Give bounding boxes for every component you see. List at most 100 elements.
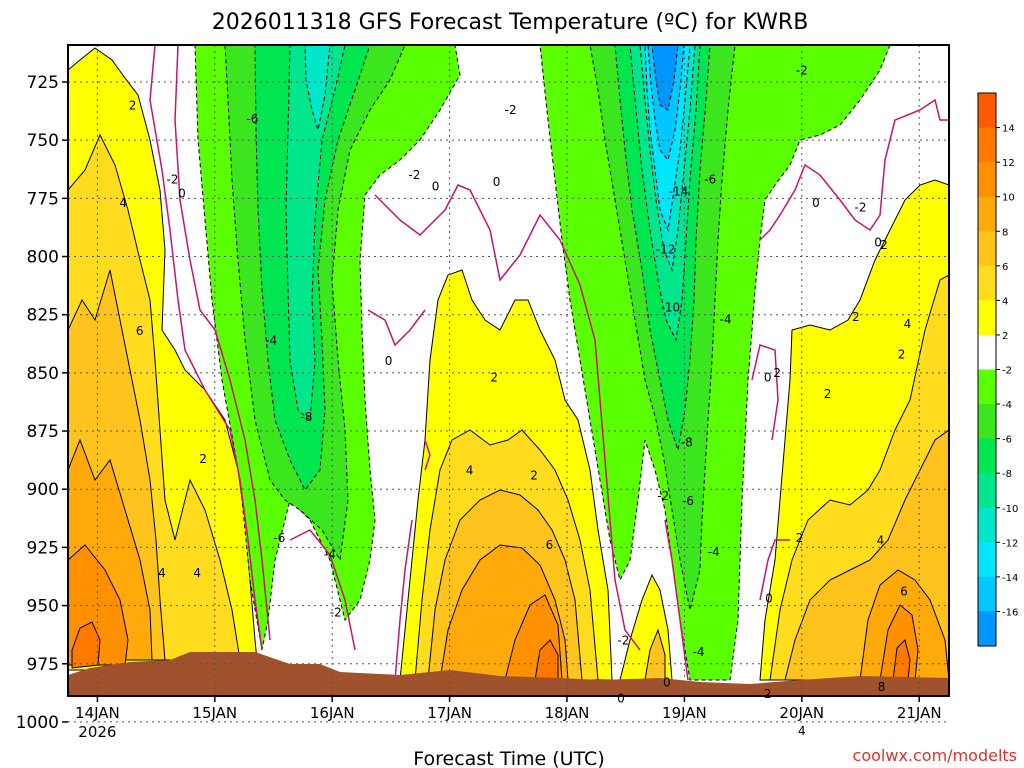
contour-label-32: -6 bbox=[682, 494, 694, 508]
chart-title: 2026011318 GFS Forecast Temperature (ºC)… bbox=[212, 10, 809, 35]
contour-label-3: -2 bbox=[167, 173, 179, 187]
cold-lobe-teal bbox=[285, 45, 346, 421]
colorbar-tick-label-14: -16 bbox=[1002, 607, 1018, 618]
x-tick-label-21: 21JAN bbox=[897, 704, 942, 722]
contour-label-52: 8 bbox=[878, 680, 886, 694]
contour-label-23: -2 bbox=[617, 633, 629, 647]
plot-frame bbox=[67, 44, 950, 697]
colorbar-swatch-9 bbox=[978, 404, 996, 440]
contour-label-21: 2 bbox=[530, 468, 538, 482]
contour-label-12: -4 bbox=[324, 547, 336, 561]
contour-label-31: -2 bbox=[657, 489, 669, 503]
x-tick-label-15: 15JAN bbox=[192, 704, 237, 722]
contour-label-49: 6 bbox=[900, 585, 908, 599]
contour-label-47: 2 bbox=[796, 531, 804, 545]
contour-label-1: 4 bbox=[119, 196, 127, 210]
contour-label-8: -6 bbox=[246, 112, 258, 126]
contour-label-5: 2 bbox=[199, 452, 207, 466]
gridlines bbox=[68, 45, 949, 723]
colorbar-swatch-3 bbox=[978, 196, 996, 232]
colorbar: 14 12 10 8 6 4 2 -2 -4 -6 -8 -10 -12 -14 -16 bbox=[977, 92, 1018, 647]
contour-label-24: 0 bbox=[617, 692, 625, 706]
colorbar-tick-label-13: -14 bbox=[1002, 573, 1018, 584]
contour-label-16: 0 bbox=[493, 175, 501, 189]
contour-label-44: 0 bbox=[764, 371, 772, 385]
contour-label-42: 4 bbox=[904, 317, 912, 331]
y-tick-label-775: 775 bbox=[27, 189, 59, 209]
contour-label-15: 0 bbox=[432, 180, 440, 194]
contour-label-0: 2 bbox=[129, 98, 137, 112]
contour-label-6: 4 bbox=[158, 566, 166, 580]
contour-label-10: -8 bbox=[300, 410, 312, 424]
x-tick-label-16: 16JAN bbox=[310, 704, 355, 722]
colorbar-tick-label-0: 14 bbox=[1002, 124, 1015, 135]
contour-label-53: 4 bbox=[798, 724, 806, 738]
contour-label-11: -6 bbox=[273, 531, 285, 545]
contour-label-34: 0 bbox=[663, 675, 671, 689]
contour-label-28: -6 bbox=[704, 173, 716, 187]
contour-label-45: 2 bbox=[773, 366, 781, 380]
colorbar-tick-label-5: 4 bbox=[1002, 296, 1008, 307]
contour-label-30: -8 bbox=[681, 436, 693, 450]
colorbar-tick-label-11: -10 bbox=[1002, 504, 1018, 515]
colorbar-swatch-6 bbox=[978, 300, 996, 336]
colorbar-tick-label-10: -8 bbox=[1002, 469, 1012, 480]
x-tick-label-20: 20JAN bbox=[779, 704, 824, 722]
contour-field bbox=[68, 45, 949, 696]
contour-label-26: -12 bbox=[656, 243, 676, 257]
y-tick-label-950: 950 bbox=[27, 597, 59, 617]
contour-label-20: 4 bbox=[466, 464, 474, 478]
colorbar-swatch-12 bbox=[978, 507, 996, 543]
contour-label-9: -4 bbox=[265, 333, 277, 347]
y-tick-label-1000: 1000 bbox=[16, 713, 59, 733]
freezing-lines bbox=[149, 45, 949, 681]
contour-label-4: 0 bbox=[178, 187, 186, 201]
contour-label-43: 2 bbox=[898, 347, 906, 361]
contour-label-14: -2 bbox=[408, 168, 420, 182]
contour-label-2: 6 bbox=[136, 324, 144, 338]
colorbar-swatch-15 bbox=[978, 611, 996, 647]
contour-label-46: 2 bbox=[824, 387, 832, 401]
colorbar-swatch-11 bbox=[978, 473, 996, 509]
y-axis: 725 750 775 800 825 850 875 900 925 950 975 1000 bbox=[16, 73, 68, 733]
colorbar-tick-label-12: -12 bbox=[1002, 538, 1018, 549]
contour-label-39: 0 bbox=[874, 236, 882, 250]
colorbar-tick-label-3: 8 bbox=[1002, 227, 1008, 238]
contour-label-40: 2 bbox=[880, 238, 888, 252]
x-tick-label-18: 18JAN bbox=[545, 704, 590, 722]
colorbar-swatch-8 bbox=[978, 369, 996, 405]
contour-label-41: 2 bbox=[852, 310, 860, 324]
x-axis-label: Forecast Time (UTC) bbox=[413, 748, 604, 768]
contour-label-19: 2 bbox=[490, 371, 498, 385]
x-tick-label-14: 14JAN bbox=[75, 704, 120, 722]
colorbar-swatch-1 bbox=[978, 127, 996, 163]
contour-label-36: -2 bbox=[796, 63, 808, 77]
contour-label-35: -4 bbox=[693, 645, 705, 659]
cold-lobe-cyan bbox=[304, 45, 331, 131]
contour-label-50: 0 bbox=[765, 592, 773, 606]
cold-tongue-deepblue bbox=[651, 45, 679, 111]
contour-label-22: 6 bbox=[546, 538, 554, 552]
y-tick-label-875: 875 bbox=[27, 422, 59, 442]
contour-label-29: -4 bbox=[720, 312, 732, 326]
colorbar-swatch-10 bbox=[978, 438, 996, 474]
colorbar-swatch-14 bbox=[978, 576, 996, 612]
colorbar-swatch-2 bbox=[978, 162, 996, 198]
colorbar-swatch-7 bbox=[978, 334, 996, 370]
y-tick-label-825: 825 bbox=[27, 306, 59, 326]
colorbar-tick-label-4: 6 bbox=[1002, 262, 1008, 273]
y-tick-label-725: 725 bbox=[27, 73, 59, 93]
contour-label-7: 4 bbox=[193, 566, 201, 580]
contour-label-48: 4 bbox=[877, 533, 885, 547]
colorbar-tick-label-2: 10 bbox=[1002, 193, 1015, 204]
colorbar-tick-label-7: -2 bbox=[1002, 366, 1012, 377]
contour-label-13: -2 bbox=[330, 606, 342, 620]
y-tick-label-900: 900 bbox=[27, 480, 59, 500]
contour-label-51: 2 bbox=[764, 687, 772, 701]
colorbar-swatch-5 bbox=[978, 265, 996, 301]
contour-label-38: -2 bbox=[855, 201, 867, 215]
colorbar-tick-label-9: -6 bbox=[1002, 435, 1012, 446]
x-tick-sublabel-14: 2026 bbox=[78, 723, 116, 741]
colorbar-swatch-13 bbox=[978, 542, 996, 578]
x-tick-label-17: 17JAN bbox=[427, 704, 472, 722]
